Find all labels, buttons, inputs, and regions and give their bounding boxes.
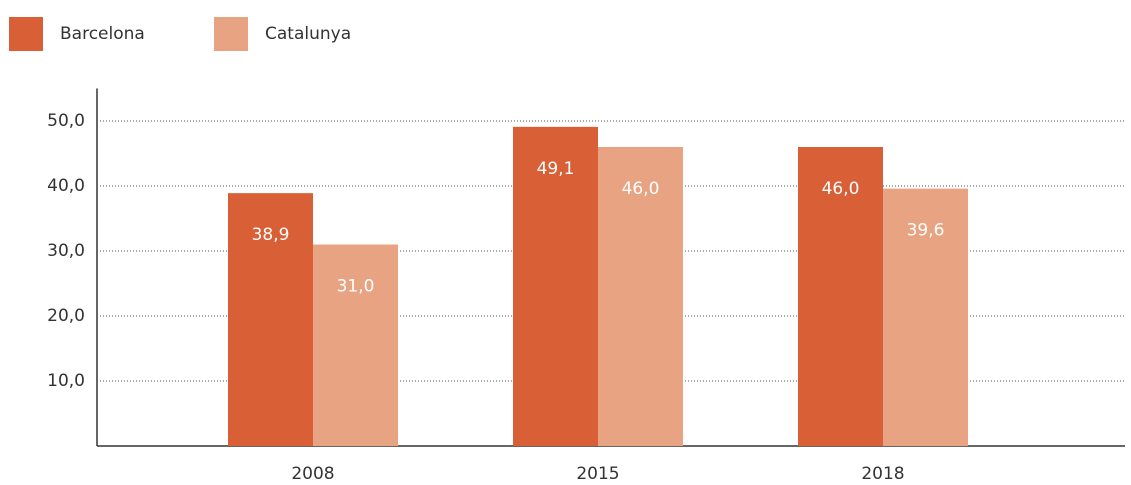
value-label: 49,1 xyxy=(537,159,575,179)
bar xyxy=(228,193,313,446)
y-tick-label: 10,0 xyxy=(47,371,85,391)
legend-label: Catalunya xyxy=(265,24,351,44)
value-label: 46,0 xyxy=(622,179,660,199)
bar xyxy=(798,147,883,446)
bar xyxy=(313,244,398,446)
y-tick-label: 50,0 xyxy=(47,111,85,131)
legend-swatch xyxy=(9,17,43,51)
legend-label: Barcelona xyxy=(60,24,145,44)
x-tick-label: 2008 xyxy=(291,464,334,484)
value-label: 31,0 xyxy=(337,277,375,297)
y-tick-label: 30,0 xyxy=(47,241,85,261)
value-label: 38,9 xyxy=(252,225,290,245)
bar xyxy=(598,147,683,446)
legend-swatch xyxy=(214,17,248,51)
y-tick-label: 20,0 xyxy=(47,306,85,326)
x-tick-label: 2015 xyxy=(576,464,619,484)
y-tick-label: 40,0 xyxy=(47,176,85,196)
bar xyxy=(883,188,968,446)
value-label: 46,0 xyxy=(822,179,860,199)
x-tick-label: 2018 xyxy=(861,464,904,484)
bar xyxy=(513,126,598,446)
value-label: 39,6 xyxy=(907,221,945,241)
